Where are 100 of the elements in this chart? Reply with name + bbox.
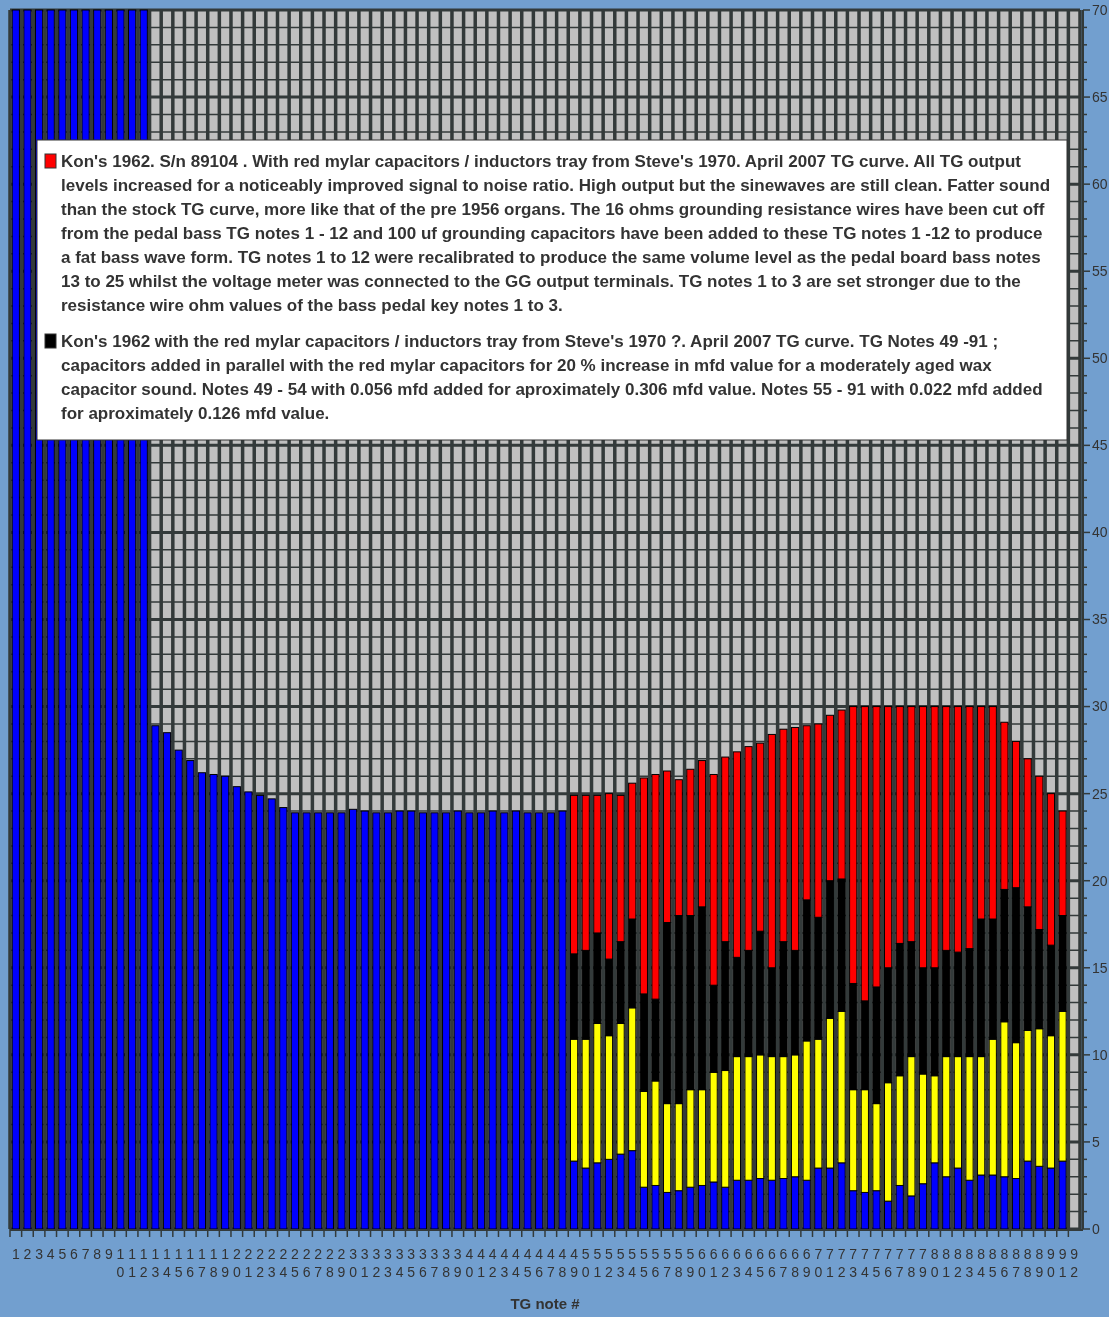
x-tick-label: 3 4 (395, 1246, 404, 1280)
y-tick-label: 15 (1092, 959, 1108, 976)
bar (546, 812, 555, 1230)
bar (372, 812, 381, 1230)
x-tick-label: 3 (35, 1246, 44, 1262)
bar (279, 807, 288, 1230)
bar (442, 812, 451, 1230)
y-tick-label: 55 (1092, 263, 1108, 280)
y-tick-label: 5 (1092, 1133, 1100, 1150)
x-tick-label: 39 (453, 1246, 462, 1280)
x-tick-label: 48 (558, 1246, 567, 1280)
x-tick-label: 7 8 (907, 1246, 916, 1280)
x-tick-label: 75 (872, 1246, 881, 1280)
x-tick-label: 66 (767, 1246, 776, 1280)
x-tick-label: 71 (826, 1246, 835, 1280)
x-tick-label: 79 (919, 1246, 928, 1280)
bar (488, 810, 497, 1230)
x-tick-label: 88 (1023, 1246, 1032, 1280)
bar (476, 812, 486, 1230)
x-tick-label: 86 (1000, 1246, 1009, 1280)
x-tick-label: 41 (477, 1246, 486, 1280)
x-tick-label: 64 (744, 1246, 753, 1280)
x-tick-label: 45 (523, 1246, 532, 1280)
x-tick-label: 63 (733, 1246, 741, 1280)
x-tick-label: 46 (535, 1246, 544, 1280)
x-tick-label: 67 (779, 1246, 788, 1280)
x-tick-label: 8 (93, 1246, 102, 1262)
x-tick-label: 47 (546, 1246, 555, 1280)
bar (407, 810, 416, 1230)
bar (430, 812, 439, 1230)
bar (267, 798, 276, 1230)
x-tick-label: 54 (628, 1246, 637, 1280)
bar (395, 810, 404, 1230)
bar (418, 812, 427, 1230)
x-tick-label: 6 (70, 1246, 79, 1262)
x-tick-label: 32 (372, 1246, 381, 1280)
x-tick-label: 23 (267, 1246, 276, 1280)
bar (511, 810, 521, 1230)
x-tick-label: 72 (837, 1246, 846, 1280)
x-tick-label: 18 (209, 1246, 218, 1280)
x-tick-label: 38 (442, 1246, 451, 1280)
y-tick-label: 25 (1092, 785, 1108, 802)
legend-label: Kon's 1962 with the red mylar capacitors / inductors tray from Steve's 1970 ?. April 2007 TG curve. TG Notes 49 -91 ; capacitors added in parallel with the red mylar capacitors for 20 % increase in mfd value for a moderately aged wax capacitor sound. Notes 49 - 54 with 0.056 mfd added for aproximately 0.306 mfd value. Notes 55 - 91 with 0.022 mfd added for aproximately 0.126 mfd value. (61, 332, 1043, 423)
x-tick-label: 26 (302, 1246, 311, 1280)
x-tick-label: 22 (256, 1246, 265, 1280)
x-tick-label: 60 (698, 1246, 707, 1280)
x-tick-label: 28 (325, 1246, 334, 1280)
bar (232, 786, 241, 1230)
x-tick-label: 15 (174, 1246, 183, 1280)
bar (465, 812, 474, 1230)
x-tick-label: 1 2 (139, 1246, 148, 1280)
bar (348, 808, 358, 1230)
bar (174, 749, 183, 1230)
x-tick-label: 3 5 (407, 1246, 416, 1280)
x-tick-label: 89 (1035, 1246, 1044, 1280)
bar (325, 812, 334, 1230)
bar (360, 810, 369, 1230)
x-tick-label: 55 (639, 1246, 648, 1280)
x-tick-label: 44 (512, 1246, 521, 1280)
x-tick-label: 77 (895, 1246, 904, 1280)
x-tick-label: 69 (802, 1246, 811, 1280)
x-tick-label: 13 (151, 1246, 160, 1280)
x-tick-label: 57 (663, 1246, 672, 1280)
x-tick-label: 11 (128, 1246, 137, 1280)
bar (500, 812, 509, 1230)
x-tick-label: 49 (570, 1246, 579, 1280)
x-axis-title: TG note # (510, 1295, 581, 1312)
x-tick-label: 1 (11, 1246, 20, 1262)
bar (197, 772, 207, 1230)
x-tick-label: 90 (1047, 1246, 1056, 1280)
bar (255, 794, 265, 1230)
bar (23, 9, 32, 1230)
x-tick-label: 73 (849, 1246, 858, 1280)
x-tick-label: 21 (244, 1246, 253, 1280)
y-tick-label: 45 (1092, 437, 1108, 454)
bar (244, 791, 253, 1230)
y-tick-label: 10 (1092, 1046, 1108, 1063)
x-tick-label: 33 (384, 1246, 393, 1280)
x-tick-label: 76 (884, 1246, 893, 1280)
x-tick-label: 14 (163, 1246, 172, 1280)
x-tick-label: 3 0 (349, 1246, 358, 1280)
x-tick-label: 82 (953, 1246, 962, 1280)
x-tick-label: 7 (81, 1246, 90, 1262)
x-tick-label: 53 (616, 1246, 625, 1280)
x-tick-label: 4 (46, 1246, 55, 1262)
y-tick-label: 65 (1092, 88, 1108, 105)
x-tick-label: 37 (430, 1246, 439, 1280)
x-tick-label: 1 0 (116, 1246, 125, 1280)
y-tick-label: 70 (1092, 1, 1108, 18)
bar (535, 812, 544, 1230)
legend-label: Kon's 1962. S/n 89104 . With red mylar capacitors / inductors tray from Steve's 1970. April 2007 TG curve. All TG output levels increased for a noticeably improved signal to noise ratio. High output but the sinewaves are still clean. Fatter sound than the stock TG curve, more like that of the pre 1956 organs. The 16 ohms grounding resistance wires have been cut off from the pedal bass TG notes 1 - 12 and 100 uf grounding capacitors have been added to these TG notes 1 -12 to produce a fat bass wave form. TG notes 1 to 12 were recalibrated to produce the same volume level as the pedal board bass notes 13 to 25 whilst the voltage meter was connected to the GG output terminals. TG notes 1 to 3 are set stronger due to the resistance wire ohm values of the bass pedal key notes 1 to 3. (61, 152, 1051, 315)
x-tick-label: 31 (360, 1246, 369, 1280)
x-tick-label: 36 (418, 1246, 427, 1280)
x-tick-label: 9 (104, 1246, 113, 1262)
x-tick-label: 58 (674, 1246, 683, 1280)
x-tick-label: 83 (965, 1246, 974, 1280)
x-tick-label: 65 (756, 1246, 765, 1280)
x-tick-label: 51 (593, 1246, 602, 1280)
bar (453, 810, 462, 1230)
x-tick-label: 25 (291, 1246, 300, 1280)
